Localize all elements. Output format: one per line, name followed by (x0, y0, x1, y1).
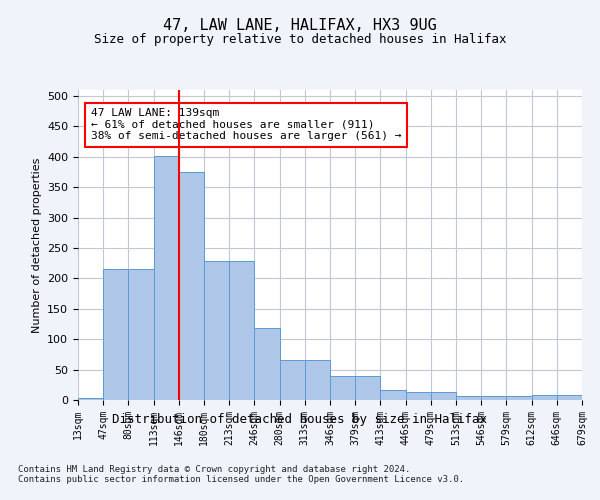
Bar (431, 392, 456, 400)
Bar (355, 376, 380, 400)
Bar (254, 328, 280, 400)
Text: 47, LAW LANE, HALIFAX, HX3 9UG: 47, LAW LANE, HALIFAX, HX3 9UG (163, 18, 437, 32)
Y-axis label: Number of detached properties: Number of detached properties (32, 158, 41, 332)
Bar (179, 172, 204, 400)
Bar (532, 395, 557, 400)
Bar (305, 360, 330, 400)
Text: Distribution of detached houses by size in Halifax: Distribution of detached houses by size … (113, 412, 487, 426)
Bar (481, 396, 506, 400)
Bar (330, 376, 355, 400)
Bar (557, 395, 582, 400)
Bar (280, 360, 305, 400)
Bar (406, 392, 431, 400)
Bar (128, 268, 154, 400)
Bar (456, 396, 481, 400)
Bar (506, 396, 532, 400)
Bar (78, 398, 103, 400)
Text: 47 LAW LANE: 139sqm
← 61% of detached houses are smaller (911)
38% of semi-detac: 47 LAW LANE: 139sqm ← 61% of detached ho… (91, 108, 401, 142)
Text: Size of property relative to detached houses in Halifax: Size of property relative to detached ho… (94, 32, 506, 46)
Bar (380, 390, 406, 400)
Bar (103, 268, 128, 400)
Bar (229, 262, 254, 400)
Bar (154, 156, 179, 400)
Text: Contains HM Land Registry data © Crown copyright and database right 2024.
Contai: Contains HM Land Registry data © Crown c… (18, 465, 464, 484)
Bar (204, 262, 229, 400)
